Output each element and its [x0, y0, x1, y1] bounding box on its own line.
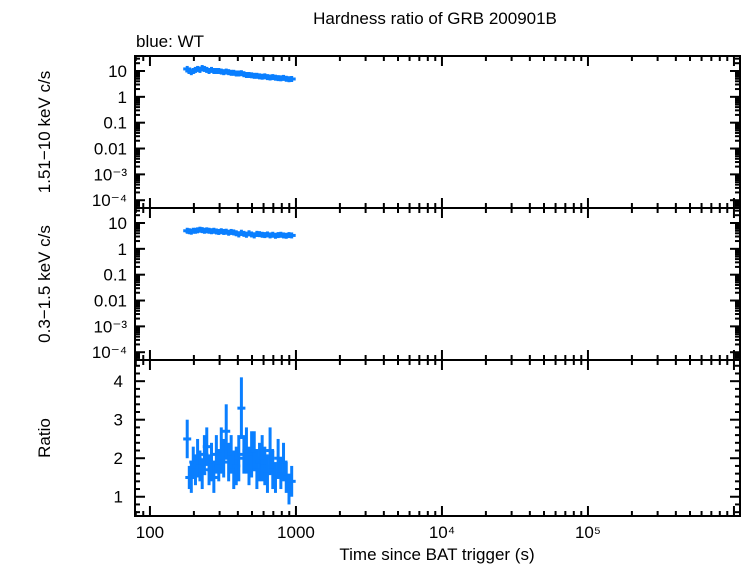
y-tick-label: 10⁻³ [93, 165, 127, 184]
ratio-ylabel: Ratio [35, 418, 54, 458]
chart-title: Hardness ratio of GRB 200901B [313, 9, 557, 28]
middle-ylabel: 0.3−1.5 keV c/s [35, 225, 54, 343]
y-tick-label: 10⁻⁴ [92, 343, 127, 362]
x-tick-label: 100 [136, 523, 164, 542]
y-tick-label: 10⁻³ [93, 317, 127, 336]
x-tick-label: 1000 [277, 523, 315, 542]
x-axis-label: Time since BAT trigger (s) [339, 545, 534, 564]
y-tick-label: 1 [114, 488, 123, 507]
y-tick-label: 1 [118, 88, 127, 107]
x-tick-label: 10⁴ [429, 523, 455, 542]
y-tick-label: 0.1 [103, 114, 127, 133]
top-ylabel: 1.51−10 keV c/s [35, 71, 54, 193]
y-tick-label: 0.01 [94, 140, 127, 159]
panel-frame-2 [134, 359, 741, 517]
chart-subtitle: blue: WT [136, 32, 204, 51]
x-tick-label: 10⁵ [575, 523, 601, 542]
y-tick-label: 0.01 [94, 292, 127, 311]
y-tick-label: 1 [118, 240, 127, 259]
y-tick-label: 3 [114, 411, 123, 430]
y-tick-label: 0.1 [103, 266, 127, 285]
y-tick-label: 10 [108, 214, 127, 233]
y-tick-label: 4 [114, 372, 123, 391]
panel-frame-0 [134, 55, 741, 209]
y-tick-label: 2 [114, 449, 123, 468]
y-tick-label: 10 [108, 62, 127, 81]
y-tick-label: 10⁻⁴ [92, 191, 127, 210]
